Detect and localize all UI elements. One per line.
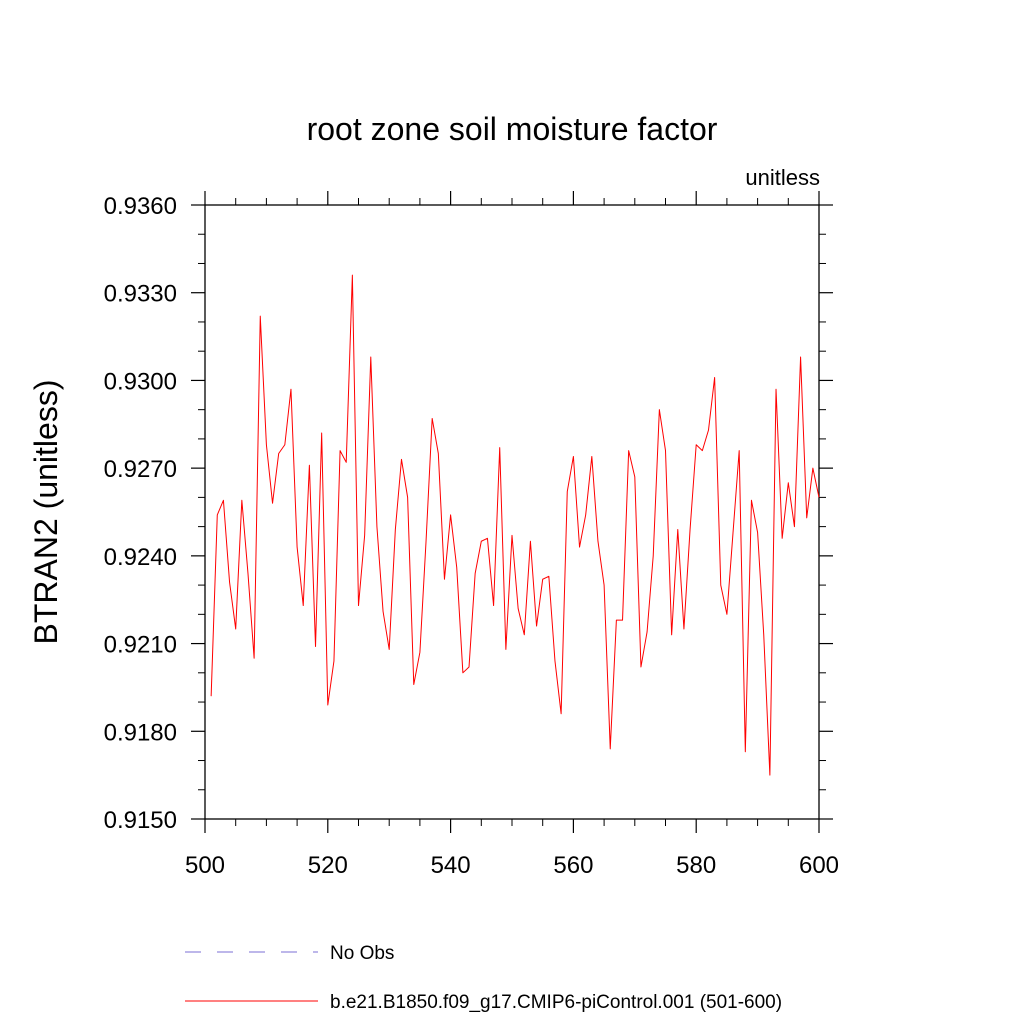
units-label: unitless xyxy=(745,165,820,190)
legend-label: No Obs xyxy=(330,943,394,964)
y-tick-label: 0.9180 xyxy=(104,719,177,746)
y-tick-label: 0.9150 xyxy=(104,807,177,834)
y-tick-label: 0.9240 xyxy=(104,544,177,571)
plot-frame xyxy=(204,204,820,820)
x-tick-label: 540 xyxy=(431,852,471,879)
y-tick-label: 0.9360 xyxy=(104,193,177,220)
legend-label: b.e21.B1850.f09_g17.CMIP6-piControl.001 … xyxy=(330,992,782,1013)
x-tick-label: 580 xyxy=(676,852,716,879)
x-tick-label: 600 xyxy=(799,852,839,879)
series-layer xyxy=(210,274,820,776)
x-tick-label: 500 xyxy=(185,852,225,879)
y-axis-label: BTRAN2 (unitless) xyxy=(28,380,64,645)
y-tick-label: 0.9300 xyxy=(104,368,177,395)
legend: No Obs b.e21.B1850.f09_g17.CMIP6-piContro… xyxy=(185,943,782,1013)
x-tick-label: 560 xyxy=(553,852,593,879)
tick-labels: 500 520 540 560 580 600 0.9150 0.9180 0.9210 0.92… xyxy=(104,193,839,879)
y-tick-label: 0.9330 xyxy=(104,281,177,308)
series-line xyxy=(210,274,820,776)
x-tick-label: 520 xyxy=(308,852,348,879)
chart-title: root zone soil moisture factor xyxy=(307,111,718,147)
y-tick-label: 0.9210 xyxy=(104,632,177,659)
y-tick-label: 0.9270 xyxy=(104,456,177,483)
axis-ticks xyxy=(191,191,833,833)
